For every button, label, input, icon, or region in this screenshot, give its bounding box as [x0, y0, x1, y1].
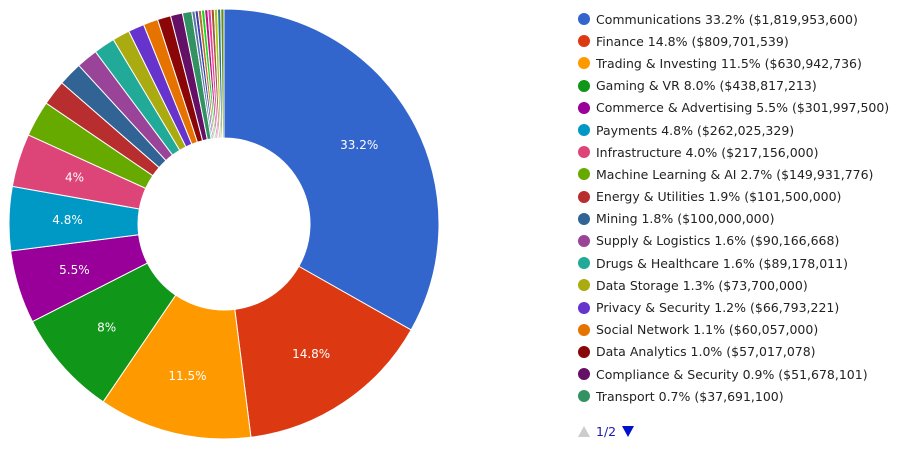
- legend-label: Drugs & Healthcare 1.6% ($89,178,011): [596, 255, 848, 271]
- legend-item[interactable]: Compliance & Security 0.9% ($51,678,101): [578, 363, 896, 385]
- legend-pager: 1/2: [578, 424, 635, 439]
- legend-swatch-icon: [578, 57, 590, 70]
- legend-item[interactable]: Data Analytics 1.0% ($57,017,078): [578, 341, 896, 363]
- slice-label: 4%: [65, 171, 84, 185]
- legend-item[interactable]: Mining 1.8% ($100,000,000): [578, 208, 896, 230]
- legend-item[interactable]: Drugs & Healthcare 1.6% ($89,178,011): [578, 252, 896, 274]
- legend-swatch-icon: [578, 212, 590, 225]
- legend-swatch-icon: [578, 368, 590, 381]
- legend-label: Payments 4.8% ($262,025,329): [596, 122, 795, 138]
- legend-label: Mining 1.8% ($100,000,000): [596, 211, 775, 227]
- legend-item[interactable]: Privacy & Security 1.2% ($66,793,221): [578, 296, 896, 318]
- slice-label: 8%: [97, 320, 116, 334]
- legend-label: Commerce & Advertising 5.5% ($301,997,50…: [596, 100, 890, 116]
- legend-swatch-icon: [578, 257, 590, 270]
- legend-label: Energy & Utilities 1.9% ($101,500,000): [596, 189, 842, 205]
- legend-item[interactable]: Gaming & VR 8.0% ($438,817,213): [578, 75, 896, 97]
- legend-item[interactable]: Energy & Utilities 1.9% ($101,500,000): [578, 186, 896, 208]
- legend-item[interactable]: Communications 33.2% ($1,819,953,600): [578, 8, 896, 30]
- legend-item[interactable]: Infrastructure 4.0% ($217,156,000): [578, 141, 896, 163]
- legend-page-indicator: 1/2: [596, 424, 617, 439]
- legend-label: Privacy & Security 1.2% ($66,793,221): [596, 300, 840, 316]
- legend-label: Communications 33.2% ($1,819,953,600): [596, 11, 858, 27]
- legend-item[interactable]: Finance 14.8% ($809,701,539): [578, 30, 896, 52]
- chart-legend: Communications 33.2% ($1,819,953,600) Fin…: [578, 8, 896, 407]
- legend-swatch-icon: [578, 13, 590, 26]
- legend-label: Data Storage 1.3% ($73,700,000): [596, 277, 808, 293]
- legend-swatch-icon: [578, 279, 590, 292]
- legend-label: Social Network 1.1% ($60,057,000): [596, 322, 819, 338]
- legend-item[interactable]: Machine Learning & AI 2.7% ($149,931,776…: [578, 163, 896, 185]
- legend-label: Gaming & VR 8.0% ($438,817,213): [596, 78, 817, 94]
- legend-swatch-icon: [578, 168, 590, 181]
- donut-chart: 33.2% 14.8% 11.5% 8% 5.5% 4.8% 4%: [8, 8, 440, 440]
- legend-label: Data Analytics 1.0% ($57,017,078): [596, 344, 816, 360]
- legend-item[interactable]: Supply & Logistics 1.6% ($90,166,668): [578, 230, 896, 252]
- donut-slice[interactable]: [234, 265, 412, 438]
- legend-swatch-icon: [578, 101, 590, 114]
- legend-swatch-icon: [578, 35, 590, 48]
- triangle-up-icon[interactable]: [578, 426, 590, 437]
- legend-item[interactable]: Payments 4.8% ($262,025,329): [578, 119, 896, 141]
- legend-item[interactable]: Transport 0.7% ($37,691,100): [578, 385, 896, 407]
- legend-item[interactable]: Commerce & Advertising 5.5% ($301,997,50…: [578, 97, 896, 119]
- legend-item[interactable]: Data Storage 1.3% ($73,700,000): [578, 274, 896, 296]
- legend-label: Infrastructure 4.0% ($217,156,000): [596, 144, 819, 160]
- legend-swatch-icon: [578, 234, 590, 247]
- legend-label: Supply & Logistics 1.6% ($90,166,668): [596, 233, 840, 249]
- legend-swatch-icon: [578, 79, 590, 92]
- slice-label: 14.8%: [292, 347, 330, 361]
- slice-label: 4.8%: [52, 213, 83, 227]
- legend-item[interactable]: Trading & Investing 11.5% ($630,942,736): [578, 52, 896, 74]
- legend-swatch-icon: [578, 190, 590, 203]
- legend-label: Compliance & Security 0.9% ($51,678,101): [596, 366, 868, 382]
- legend-swatch-icon: [578, 390, 590, 403]
- legend-swatch-icon: [578, 301, 590, 314]
- legend-swatch-icon: [578, 345, 590, 358]
- slice-label: 33.2%: [340, 138, 378, 152]
- legend-label: Finance 14.8% ($809,701,539): [596, 33, 789, 49]
- legend-label: Trading & Investing 11.5% ($630,942,736): [596, 55, 862, 71]
- donut-slice-labels: 33.2% 14.8% 11.5% 8% 5.5% 4.8% 4%: [52, 138, 378, 383]
- legend-swatch-icon: [578, 124, 590, 137]
- donut-slice-other[interactable]: [220, 8, 225, 139]
- legend-label: Machine Learning & AI 2.7% ($149,931,776…: [596, 166, 874, 182]
- slice-label: 5.5%: [59, 263, 90, 277]
- triangle-down-icon[interactable]: [622, 426, 635, 437]
- legend-swatch-icon: [578, 146, 590, 159]
- donut-slices: [8, 8, 440, 440]
- legend-item[interactable]: Social Network 1.1% ($60,057,000): [578, 319, 896, 341]
- legend-label: Transport 0.7% ($37,691,100): [596, 388, 784, 404]
- legend-swatch-icon: [578, 323, 590, 336]
- donut-slice[interactable]: [223, 8, 440, 331]
- slice-label: 11.5%: [168, 369, 206, 383]
